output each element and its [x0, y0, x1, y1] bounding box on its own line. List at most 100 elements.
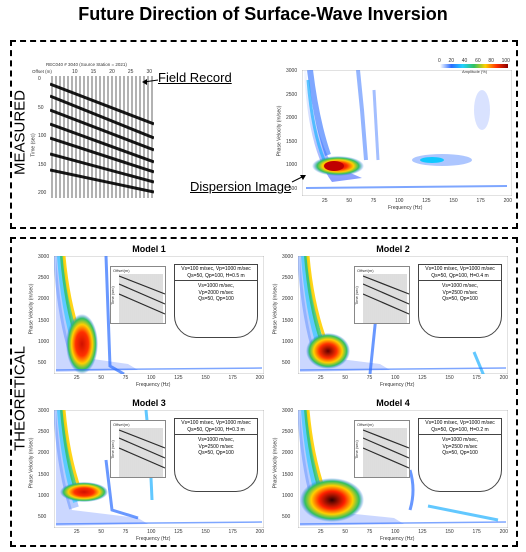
y-tick: 500	[282, 359, 291, 366]
layer-q-text: Qs=50, Qp=100, H=0.4 m	[431, 272, 489, 279]
y-tick: 1000	[38, 492, 50, 499]
x-tick: 100	[147, 375, 156, 381]
layer-q-text: Qs=50, Qp=100, H=0.2 m	[431, 426, 489, 433]
halfspace-parameters: Vs=1000 m/sec, Vp=2500 m/sec Qs=50, Qp=1…	[419, 435, 501, 459]
x-tick: 150	[445, 529, 454, 535]
inset-time-label: Time (sec)	[354, 286, 359, 305]
colorbar-ticks: 0 20 40 60 80 100	[438, 58, 510, 64]
dispersion-arrow	[291, 175, 306, 183]
model-panel: Model 4 Phase Velocity (m/sec) 3000 2500 2…	[272, 398, 508, 546]
x-tick: 200	[255, 529, 264, 535]
field-record-arrow	[142, 79, 159, 85]
model-parameters-box: Vs=100 m/sec, Vp=1000 m/sec Qs=50, Qp=10…	[418, 264, 502, 338]
model-x-ticks: 25 50 75 100 125 150 175 200	[318, 375, 508, 381]
model-y-ticks: 3000 2500 2000 1500 1000 500	[38, 254, 49, 366]
model-panel: Model 2 Phase Velocity (m/sec) 3000 2500 2…	[272, 244, 508, 392]
x-tick: 200	[499, 375, 508, 381]
measured-y-ticks: 3000 2500 2000 1500 1000 500	[286, 68, 297, 192]
halfspace-vp-text: Vp=2500 m/sec	[442, 289, 478, 296]
model-y-label: Phase Velocity (m/sec)	[272, 437, 279, 489]
measured-x-label: Frequency (Hz)	[388, 205, 423, 211]
x-tick: 50	[342, 529, 348, 535]
model-parameters-box: Vs=100 m/sec, Vp=1000 m/sec Qs=50, Qp=10…	[418, 418, 502, 492]
x-tick: 25	[318, 375, 324, 381]
offset-tick: 25	[127, 69, 134, 75]
dispersion-image-callout: Dispersion Image	[190, 179, 292, 194]
layer-parameters: Vs=100 m/sec, Vp=1000 m/sec Qs=50, Qp=10…	[175, 419, 257, 435]
y-tick: 2000	[282, 450, 294, 457]
inset-offset-label: Offset(m)	[357, 268, 374, 273]
x-tick: 200	[499, 529, 508, 535]
x-tick: 100	[391, 529, 400, 535]
colorbar-tick: 100	[501, 58, 510, 64]
inset-time-label: Time (sec)	[110, 440, 115, 459]
model-parameters-box: Vs=100 m/sec, Vp=1000 m/sec Qs=50, Qp=10…	[174, 418, 258, 492]
y-tick: 1500	[282, 317, 294, 324]
model-x-ticks: 25 50 75 100 125 150 175 200	[318, 529, 508, 535]
time-tick: 50	[38, 104, 44, 111]
model-title: Model 2	[376, 244, 410, 254]
time-tick: 200	[38, 190, 47, 196]
theoretical-section	[10, 237, 518, 547]
inset-offset-label: Offset(m)	[357, 422, 374, 427]
inset-offset-label: Offset(m)	[113, 422, 130, 427]
layer-q-text: Qs=50, Qp=100, H=0.5 m	[187, 272, 245, 279]
x-tick: 25	[74, 375, 80, 381]
model-y-label: Phase Velocity (m/sec)	[28, 283, 35, 335]
x-tick: 125	[422, 198, 431, 204]
colorbar: 0 20 40 60 80 100 Amplitude (%)	[438, 58, 510, 74]
y-tick: 2500	[38, 275, 50, 282]
time-tick: 0	[38, 76, 41, 82]
y-tick: 1500	[282, 471, 294, 478]
inset-traces	[119, 428, 165, 477]
y-tick: 3000	[38, 254, 50, 260]
y-tick: 2500	[282, 275, 294, 282]
seismogram-traces	[50, 76, 154, 198]
x-tick: 50	[98, 375, 104, 381]
field-record: REC040 # 3040 (Source Station = 2021) Of…	[31, 62, 156, 198]
y-tick: 500	[288, 185, 298, 192]
model-x-label: Frequency (Hz)	[136, 382, 171, 388]
y-tick: 2000	[38, 296, 50, 303]
x-tick: 125	[174, 375, 183, 381]
y-tick: 2000	[286, 115, 298, 122]
x-tick: 125	[418, 375, 427, 381]
offset-tick: 15	[90, 69, 97, 75]
y-tick: 2500	[286, 91, 298, 98]
layer-velocity-text: Vs=100 m/sec, Vp=1000 m/sec	[425, 266, 495, 272]
field-record-callout: Field Record	[158, 70, 232, 85]
layer-parameters: Vs=100 m/sec, Vp=1000 m/sec Qs=50, Qp=10…	[175, 265, 257, 281]
y-tick: 500	[38, 513, 47, 520]
halfspace-vp-text: Vp=2500 m/sec	[198, 443, 234, 450]
y-tick: 1500	[38, 471, 50, 478]
model-y-label: Phase Velocity (m/sec)	[28, 437, 35, 489]
x-tick: 175	[476, 198, 485, 204]
measured-section	[10, 40, 518, 229]
x-tick: 125	[174, 529, 183, 535]
x-tick: 75	[122, 375, 129, 381]
layer-parameters: Vs=100 m/sec, Vp=1000 m/sec Qs=50, Qp=10…	[419, 265, 501, 281]
model-y-label: Phase Velocity (m/sec)	[272, 283, 279, 335]
inset-offset-label: Offset(m)	[113, 268, 130, 273]
x-tick: 50	[98, 529, 104, 535]
halfspace-q-text: Qs=50, Qp=100	[442, 296, 478, 302]
layer-velocity-text: Vs=100 m/sec, Vp=1000 m/sec	[425, 420, 495, 426]
measured-label: MEASURED	[11, 90, 29, 176]
y-tick: 1500	[286, 138, 298, 145]
x-tick: 100	[391, 375, 400, 381]
colorbar-tick: 0	[438, 58, 441, 64]
halfspace-q-text: Qs=50, Qp=100	[442, 450, 478, 456]
y-tick: 2000	[38, 450, 50, 457]
x-tick: 200	[255, 375, 264, 381]
measured-dispersion-image	[302, 70, 512, 196]
colorbar-tick: 20	[448, 58, 455, 64]
record-time-ticks: 0 50 100 150 200	[38, 76, 46, 196]
page-title: Future Direction of Surface-Wave Inversi…	[78, 4, 448, 24]
y-tick: 2500	[282, 429, 294, 436]
model-title: Model 3	[132, 398, 166, 408]
measured-y-label: Phase Velocity (m/sec)	[276, 105, 283, 157]
y-tick: 3000	[38, 408, 50, 414]
offset-tick: 20	[109, 69, 115, 75]
model-y-ticks: 3000 2500 2000 1500 1000 500	[38, 408, 49, 520]
x-tick: 150	[445, 375, 454, 381]
